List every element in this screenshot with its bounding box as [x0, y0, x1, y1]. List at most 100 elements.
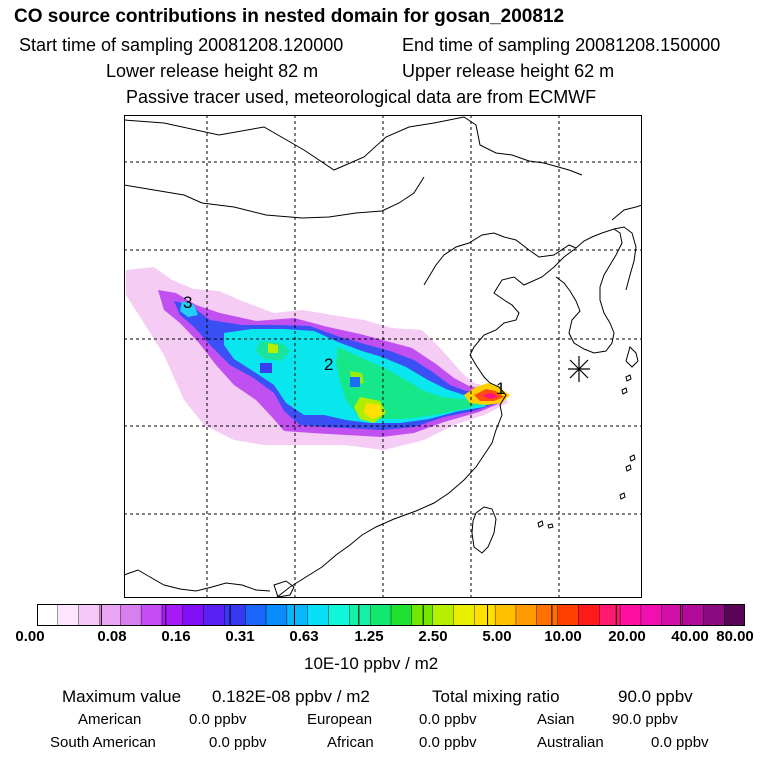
colorbar [37, 604, 745, 626]
colorbar-tick-label: 0.31 [225, 628, 255, 645]
plume-layer [126, 267, 510, 450]
bohai-coast [275, 232, 577, 598]
colorbar-cell [120, 604, 142, 626]
colorbar-cell [161, 604, 184, 626]
colorbar-cell [599, 604, 621, 626]
end-time-label: End time of sampling 20081208.150000 [402, 35, 721, 55]
colorbar-frame [37, 604, 745, 626]
colorbar-cell [515, 604, 538, 626]
region-value: 0.0 ppbv [419, 734, 477, 751]
region-value: 0.0 ppbv [651, 734, 709, 751]
start-time-label: Start time of sampling 20081208.120000 [19, 35, 344, 55]
region-name: Asian [537, 711, 575, 728]
map-frame [124, 115, 642, 598]
source-contribution-map: 1 2 3 [124, 115, 642, 598]
island-1 [625, 374, 632, 382]
max-value: 0.182E-08 ppbv / m2 [212, 687, 370, 706]
colorbar-cells [37, 604, 745, 626]
korea-east-coast [613, 226, 637, 291]
total-mixing-label: Total mixing ratio [432, 687, 560, 706]
colorbar-cell [536, 604, 559, 626]
plume-blue-spot-2 [260, 363, 272, 373]
japan-kyushu [625, 346, 639, 368]
colorbar-cell [37, 604, 59, 626]
colorbar-tick-label: 0.16 [161, 628, 191, 645]
colorbar-units: 10E-10 ppbv / m2 [304, 654, 439, 673]
colorbar-tick-label: 0.08 [97, 628, 127, 645]
lower-release-height-label: Lower release height 82 m [106, 61, 319, 81]
region-value: 0.0 ppbv [209, 734, 267, 751]
colorbar-tick-label: 5.00 [482, 628, 512, 645]
plume-lime-2 [268, 343, 278, 353]
colorbar-tick-label: 0.00 [15, 628, 45, 645]
island-4 [625, 464, 632, 472]
colorbar-tick-label: 10.00 [544, 628, 582, 645]
colorbar-cell [307, 604, 330, 626]
colorbar-cell [349, 604, 371, 626]
colorbar-cell [224, 604, 246, 626]
colorbar-cell [203, 604, 226, 626]
plume-yellow [364, 403, 382, 419]
region-name: Australian [537, 734, 604, 751]
island-7 [619, 492, 626, 500]
star-receptor-icon [568, 356, 590, 382]
marker-1: 1 [496, 379, 505, 398]
southern-border [124, 569, 271, 592]
coastlines [124, 116, 642, 598]
region-name: African [327, 734, 374, 751]
colorbar-cell [140, 604, 163, 626]
marker-3: 3 [183, 293, 192, 312]
colorbar-cell [411, 604, 434, 626]
plume-source-peak [482, 393, 498, 399]
region-value: 0.0 ppbv [419, 711, 477, 728]
colorbar-cell [640, 604, 663, 626]
region-name: European [307, 711, 373, 728]
plume-cyan-left [180, 301, 198, 317]
colorbar-tick-label: 80.00 [716, 628, 754, 645]
taiwan [471, 506, 497, 554]
region-value: 0.0 ppbv [189, 711, 247, 728]
island-6 [547, 523, 554, 529]
colorbar-cell [494, 604, 517, 626]
mongolia-border [124, 116, 583, 176]
colorbar-tick-label: 1.25 [354, 628, 384, 645]
northeast-coast [611, 204, 642, 221]
colorbar-major-dividers [100, 604, 682, 626]
hainan [273, 580, 295, 598]
colorbar-tick-label: 40.00 [671, 628, 709, 645]
colorbar-tick-label: 2.50 [418, 628, 448, 645]
page-title: CO source contributions in nested domain… [14, 6, 565, 27]
max-value-label: Maximum value [62, 687, 182, 706]
colorbar-tick-label: 20.00 [608, 628, 646, 645]
colorbar-cell [57, 604, 80, 626]
colorbar-cell [245, 604, 267, 626]
colorbar-cell [390, 604, 413, 626]
marker-2: 2 [324, 355, 333, 374]
colorbar-cell [619, 604, 642, 626]
colorbar-cell [682, 604, 705, 626]
colorbar-cell [557, 604, 580, 626]
colorbar-cell [99, 604, 121, 626]
region-value: 90.0 ppbv [612, 711, 678, 728]
colorbar-tick-label: 0.63 [289, 628, 319, 645]
lat-lon-grid [124, 115, 642, 598]
upper-release-height-label: Upper release height 62 m [402, 61, 615, 81]
plume-blue-spot [350, 377, 360, 387]
korea-border [555, 228, 623, 354]
mongolia-border-south [124, 176, 425, 219]
colorbar-cell [723, 604, 745, 626]
colorbar-cell [703, 604, 725, 626]
region-name: South American [50, 734, 156, 751]
island-5 [537, 520, 544, 528]
colorbar-cell [328, 604, 351, 626]
colorbar-cell [661, 604, 684, 626]
colorbar-cell [369, 604, 392, 626]
colorbar-cell [182, 604, 205, 626]
colorbar-cell [78, 604, 101, 626]
colorbar-cell [453, 604, 475, 626]
colorbar-cell [578, 604, 600, 626]
colorbar-cell [474, 604, 496, 626]
island-3 [629, 454, 636, 462]
colorbar-cell [265, 604, 288, 626]
island-2 [621, 387, 628, 395]
